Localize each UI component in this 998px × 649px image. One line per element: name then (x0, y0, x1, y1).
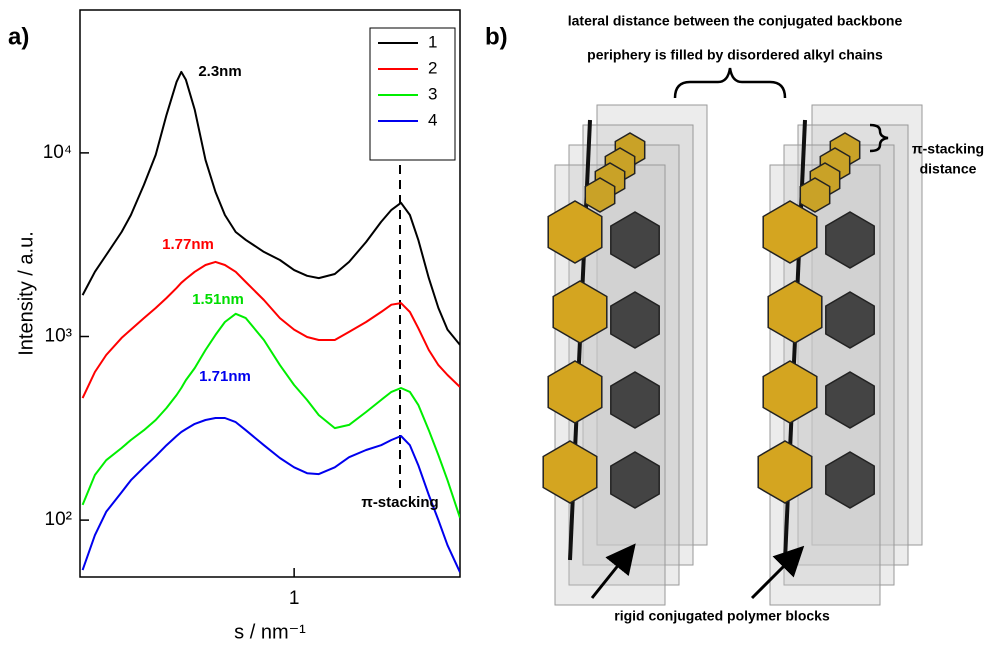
series-line (81, 70, 460, 346)
caption: distance (920, 161, 977, 177)
peak-label: 1.71nm (199, 368, 251, 385)
dark-ring (610, 371, 660, 429)
dark-ring (825, 371, 875, 429)
y-axis-label: Intensity / a.u. (15, 231, 37, 356)
ring (767, 280, 823, 344)
y-tick-label: 10² (45, 509, 72, 530)
ring (762, 360, 818, 424)
ring (547, 200, 603, 264)
peak-label: 1.77nm (162, 236, 214, 253)
legend-label: 4 (428, 110, 437, 129)
legend-label: 3 (428, 84, 437, 103)
x-tick-label: 1 (289, 588, 300, 609)
caption: π-stacking (912, 141, 984, 157)
caption: periphery is filled by disordered alkyl … (587, 47, 883, 63)
panel-label: a) (8, 23, 29, 50)
ring (757, 440, 813, 504)
series-group (81, 70, 460, 573)
brace (673, 67, 787, 99)
caption: rigid conjugated polymer blocks (614, 608, 830, 624)
series-line (81, 417, 460, 573)
ring (552, 280, 608, 344)
panel-label: b) (485, 23, 508, 50)
chart-a: 10² 10³ 10⁴ 1 s / nm⁻¹ Intensity / a.u. 1 2 3 4 2.… (15, 9, 461, 643)
dark-ring (610, 211, 660, 269)
legend-label: 1 (428, 32, 437, 51)
series-line (81, 260, 460, 399)
arrow (750, 545, 805, 600)
dark-ring (825, 451, 875, 509)
small-ring (584, 177, 616, 213)
x-axis-label: s / nm⁻¹ (234, 621, 306, 643)
arrow (590, 543, 636, 599)
ring (762, 200, 818, 264)
dark-ring (825, 291, 875, 349)
plot-frame (79, 9, 461, 578)
dark-ring (825, 211, 875, 269)
brace (869, 123, 889, 153)
series-line (81, 312, 460, 519)
ring (542, 440, 598, 504)
y-tick-label: 10⁴ (43, 142, 72, 163)
illustration-b (542, 104, 923, 606)
y-tick-label: 10³ (45, 326, 72, 347)
peak-label: 2.3nm (198, 63, 241, 80)
dark-ring (610, 451, 660, 509)
ring (547, 360, 603, 424)
legend-label: 2 (428, 58, 437, 77)
peak-label: π-stacking (361, 494, 438, 511)
caption: lateral distance between the conjugated … (568, 13, 903, 29)
small-ring (799, 177, 831, 213)
peak-label: 1.51nm (192, 291, 244, 308)
dark-ring (610, 291, 660, 349)
